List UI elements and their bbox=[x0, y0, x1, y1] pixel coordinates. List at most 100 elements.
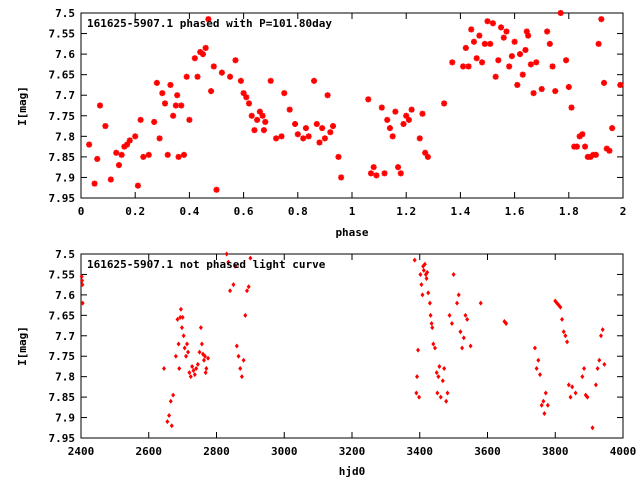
x-tick-label: 2 bbox=[620, 205, 627, 218]
data-point bbox=[210, 63, 217, 70]
data-point bbox=[195, 361, 200, 367]
data-point bbox=[416, 135, 423, 142]
y-tick-label: 7.5 bbox=[55, 248, 75, 261]
y-tick-label: 7.85 bbox=[49, 391, 76, 404]
data-point bbox=[194, 365, 199, 371]
data-point bbox=[165, 419, 170, 425]
x-tick-label: 2800 bbox=[203, 445, 230, 458]
data-point bbox=[162, 100, 169, 107]
data-point bbox=[484, 18, 491, 25]
data-point bbox=[386, 125, 393, 132]
data-point bbox=[243, 312, 248, 318]
data-point bbox=[198, 325, 203, 331]
x-axis-title: hjd0 bbox=[339, 465, 366, 478]
data-point bbox=[124, 141, 131, 148]
data-point bbox=[178, 306, 183, 312]
data-point bbox=[80, 278, 85, 284]
data-point bbox=[201, 357, 206, 363]
y-tick-label: 7.85 bbox=[49, 151, 76, 164]
data-point bbox=[598, 333, 603, 339]
data-point bbox=[500, 34, 507, 41]
data-point bbox=[566, 382, 571, 388]
y-axis-title: I[mag] bbox=[16, 326, 29, 366]
data-point bbox=[455, 300, 460, 306]
data-point bbox=[86, 141, 93, 148]
data-point bbox=[313, 121, 320, 127]
data-point bbox=[330, 123, 337, 130]
data-point bbox=[102, 123, 109, 130]
data-point bbox=[602, 361, 607, 367]
data-point bbox=[565, 339, 570, 345]
data-point bbox=[232, 57, 239, 64]
data-point bbox=[175, 153, 182, 160]
data-point bbox=[525, 32, 532, 39]
y-tick-labels: 7.5 7.55 7.6 7.65 7.7 7.75 7.8 7.85 7.9 7.95 bbox=[49, 248, 76, 445]
data-point bbox=[522, 47, 529, 53]
data-point bbox=[420, 292, 425, 298]
data-point bbox=[227, 73, 234, 80]
data-point bbox=[115, 162, 122, 169]
data-point bbox=[335, 153, 342, 160]
data-point bbox=[590, 425, 595, 431]
data-point bbox=[436, 374, 441, 380]
data-point bbox=[224, 251, 229, 257]
data-point bbox=[107, 176, 114, 183]
data-point bbox=[418, 271, 423, 277]
data-point bbox=[552, 88, 559, 95]
data-point bbox=[597, 357, 602, 363]
data-point bbox=[251, 127, 258, 134]
data-point bbox=[403, 112, 410, 119]
data-point bbox=[202, 353, 207, 359]
tick-marks bbox=[80, 12, 624, 199]
data-point bbox=[568, 104, 575, 111]
data-point bbox=[228, 288, 233, 294]
data-point bbox=[460, 63, 467, 70]
data-point bbox=[479, 59, 486, 66]
data-point bbox=[558, 304, 563, 310]
data-point bbox=[530, 90, 537, 97]
y-tick-label: 7.75 bbox=[49, 110, 76, 123]
data-point bbox=[381, 170, 388, 177]
unphased-light-curve-plot: 2400 2600 2800 3000 3200 3400 3600 3800 4000 7.5… bbox=[16, 248, 636, 478]
data-point bbox=[568, 394, 573, 400]
y-tick-label: 7.9 bbox=[55, 412, 75, 425]
data-point bbox=[449, 321, 454, 327]
data-point bbox=[538, 86, 545, 93]
data-point bbox=[536, 357, 541, 363]
data-point bbox=[461, 335, 466, 341]
data-point bbox=[294, 131, 301, 138]
data-point bbox=[206, 355, 211, 361]
data-point bbox=[197, 349, 202, 355]
data-point bbox=[465, 63, 472, 70]
y-tick-label: 7.6 bbox=[55, 48, 75, 61]
x-tick-label: 3600 bbox=[474, 445, 501, 458]
data-point bbox=[180, 151, 187, 158]
tick-marks bbox=[80, 253, 624, 439]
data-point bbox=[169, 423, 174, 429]
data-point bbox=[422, 149, 429, 156]
data-point bbox=[208, 88, 215, 95]
data-point bbox=[324, 92, 331, 99]
data-point bbox=[449, 59, 456, 66]
y-tick-label: 7.8 bbox=[55, 130, 75, 143]
data-point bbox=[532, 345, 537, 351]
data-point bbox=[244, 288, 249, 294]
data-point bbox=[159, 90, 166, 97]
data-point bbox=[187, 370, 192, 376]
data-point bbox=[194, 73, 201, 80]
data-point bbox=[170, 112, 177, 119]
data-point bbox=[458, 329, 463, 335]
data-point bbox=[476, 32, 483, 39]
data-point bbox=[278, 133, 285, 140]
data-point bbox=[132, 133, 139, 140]
data-point bbox=[395, 164, 402, 171]
data-point bbox=[504, 321, 509, 327]
data-point bbox=[338, 174, 345, 181]
y-tick-label: 7.65 bbox=[49, 69, 76, 82]
data-point bbox=[183, 73, 190, 80]
data-point bbox=[118, 151, 125, 158]
data-point bbox=[80, 300, 85, 306]
data-point bbox=[435, 390, 440, 396]
data-point bbox=[190, 363, 195, 369]
data-point bbox=[316, 139, 323, 146]
